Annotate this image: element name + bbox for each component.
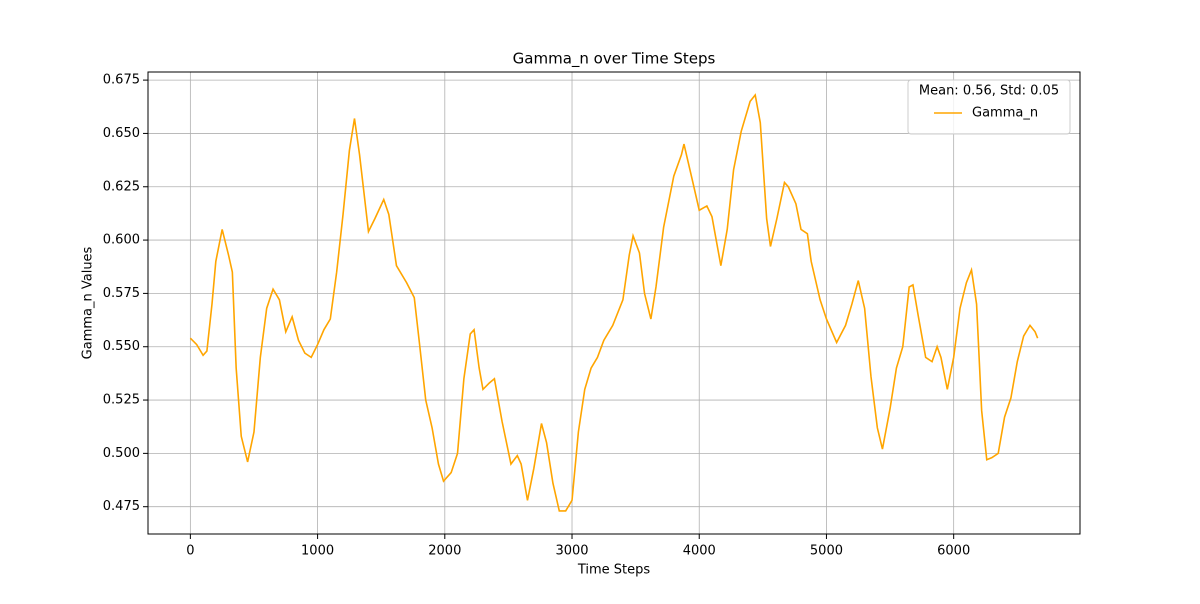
legend-title: Mean: 0.56, Std: 0.05	[919, 84, 1059, 99]
legend-label: Gamma_n	[972, 106, 1038, 121]
x-tick-label: 6000	[937, 544, 970, 559]
legend-box	[907, 79, 1071, 135]
plot-frame	[147, 71, 1081, 535]
x-tick-label: 0	[186, 544, 194, 559]
y-tick-label: 0.600	[103, 233, 140, 248]
y-axis-label: Gamma_n Values	[81, 246, 96, 359]
y-tick-label: 0.575	[103, 286, 140, 301]
y-tick-label: 0.675	[103, 73, 140, 88]
y-tick-label: 0.625	[103, 179, 140, 194]
y-tick-label: 0.500	[103, 446, 140, 461]
y-tick-label: 0.650	[103, 126, 140, 141]
y-tick-label: 0.525	[103, 393, 140, 408]
x-tick-label: 5000	[810, 544, 843, 559]
line-series	[189, 93, 1039, 512]
x-tick-label: 1000	[301, 544, 334, 559]
x-tick-label: 3000	[555, 544, 588, 559]
y-tick-label: 0.475	[103, 499, 140, 514]
x-tick-label: 2000	[428, 544, 461, 559]
x-axis-label: Time Steps	[577, 563, 651, 578]
chart-title: Gamma_n over Time Steps	[513, 50, 716, 69]
y-tick-label: 0.550	[103, 339, 140, 354]
x-tick-label: 4000	[683, 544, 716, 559]
